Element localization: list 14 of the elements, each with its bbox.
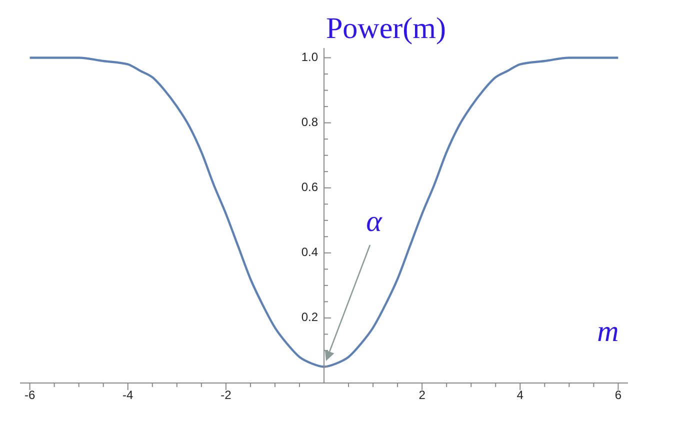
y-tick-label: 0.2 [301, 310, 318, 324]
x-tick-label: 4 [516, 388, 524, 402]
x-tick-label: -6 [24, 388, 36, 402]
x-axis-title: m [597, 315, 619, 348]
x-tick-label: 2 [418, 388, 426, 402]
x-tick-label: -2 [220, 388, 232, 402]
annotation: α [366, 205, 384, 238]
x-tick-label: 6 [614, 388, 622, 402]
y-tick-label: 0.6 [301, 180, 318, 194]
y-tick-label: 0.4 [301, 245, 318, 260]
x-tick-label: -4 [122, 388, 134, 402]
y-tick-label: 1.0 [301, 50, 318, 64]
y-tick-label: 0.8 [301, 114, 318, 129]
chart-title: Power(m) [326, 12, 446, 45]
